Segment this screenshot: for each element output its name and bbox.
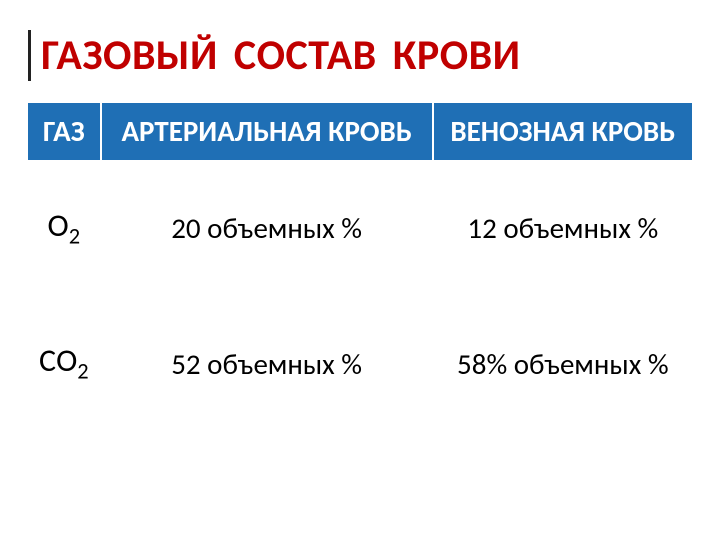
gas-sub: 2 bbox=[69, 223, 80, 250]
cell-arterial: 52 объемных % bbox=[101, 296, 433, 431]
cell-venous: 12 объемных % bbox=[433, 161, 692, 296]
gas-sub: 2 bbox=[77, 359, 88, 386]
gas-base: СО bbox=[39, 341, 77, 380]
gas-composition-table: ГАЗ АРТЕРИАЛЬНАЯ КРОВЬ ВЕНОЗНАЯ КРОВЬ О2… bbox=[28, 103, 692, 431]
cell-arterial: 20 объемных % bbox=[101, 161, 433, 296]
title-accent-bar: ГАЗОВЫЙ СОСТАВ КРОВИ bbox=[28, 30, 692, 81]
table-row: СО2 52 объемных % 58% объемных % bbox=[28, 296, 692, 431]
table-header-row: ГАЗ АРТЕРИАЛЬНАЯ КРОВЬ ВЕНОЗНАЯ КРОВЬ bbox=[28, 103, 692, 161]
page-title: ГАЗОВЫЙ СОСТАВ КРОВИ bbox=[41, 30, 692, 81]
cell-gas: О2 bbox=[28, 161, 101, 296]
col-header-gas: ГАЗ bbox=[28, 103, 101, 161]
cell-gas: СО2 bbox=[28, 296, 101, 431]
col-header-arterial: АРТЕРИАЛЬНАЯ КРОВЬ bbox=[101, 103, 433, 161]
gas-base: О bbox=[48, 206, 69, 245]
cell-venous: 58% объемных % bbox=[433, 296, 692, 431]
col-header-venous: ВЕНОЗНАЯ КРОВЬ bbox=[433, 103, 692, 161]
table-row: О2 20 объемных % 12 объемных % bbox=[28, 161, 692, 296]
